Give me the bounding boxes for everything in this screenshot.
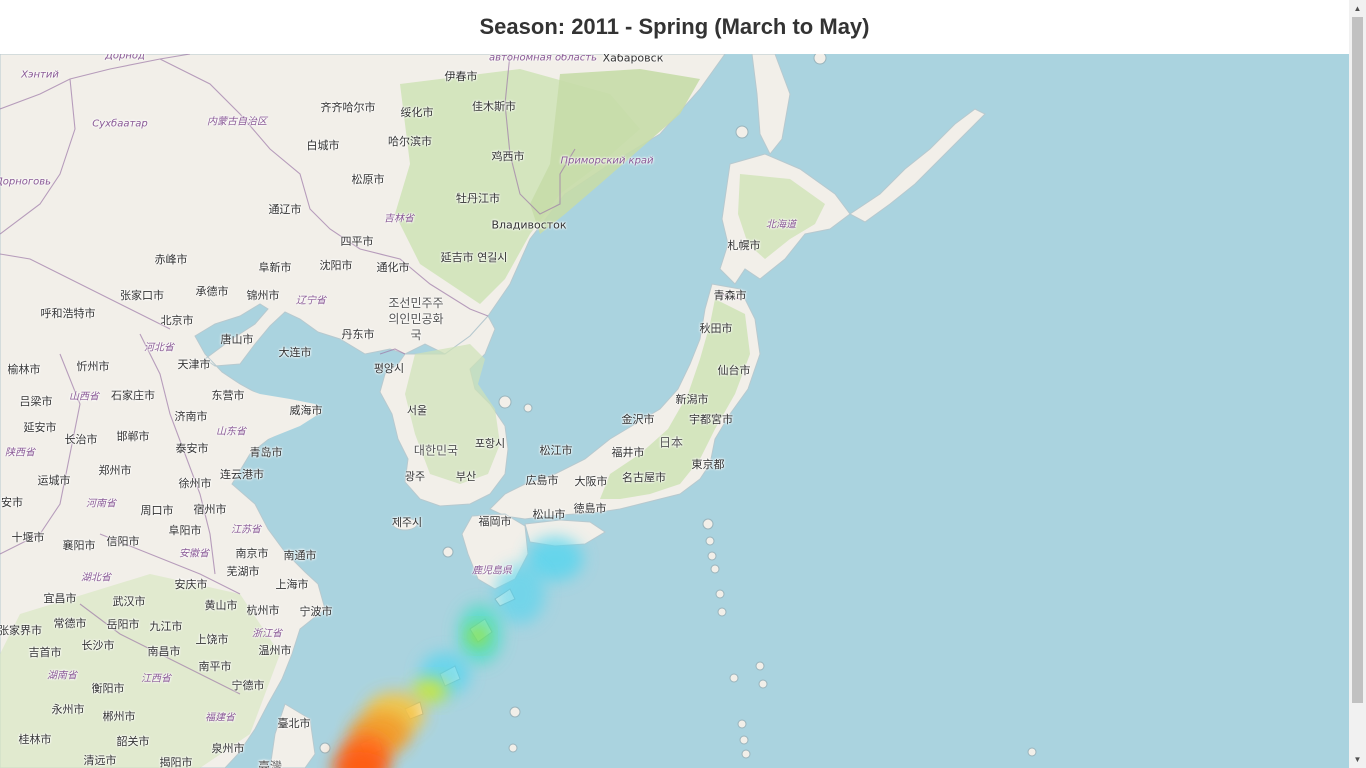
- taiwan-island: [269, 703, 316, 768]
- kuril-islands: [849, 108, 986, 223]
- forest-hokkaido: [738, 174, 825, 259]
- scroll-thumb[interactable]: [1352, 17, 1363, 703]
- forest-korea: [405, 344, 500, 484]
- forest-primorye: [530, 69, 700, 234]
- heatmap-layer: [332, 537, 583, 768]
- basemap-svg: [0, 54, 1349, 768]
- forest-southchina: [0, 574, 280, 768]
- jeju-island: [392, 517, 418, 531]
- admin-borders: [0, 54, 741, 695]
- scroll-up-arrow-icon[interactable]: ▲: [1353, 4, 1362, 13]
- forest-honshu: [600, 299, 750, 499]
- sakhalin-island: [751, 54, 791, 155]
- map-view[interactable]: Хабаровск автономная область 伊春市 Дорнод …: [0, 54, 1349, 768]
- page-title: Season: 2011 - Spring (March to May): [0, 0, 1349, 54]
- scroll-down-arrow-icon[interactable]: ▼: [1353, 755, 1362, 764]
- vertical-scrollbar[interactable]: ▲ ▼: [1349, 0, 1366, 768]
- shandong-peninsula: [232, 384, 322, 446]
